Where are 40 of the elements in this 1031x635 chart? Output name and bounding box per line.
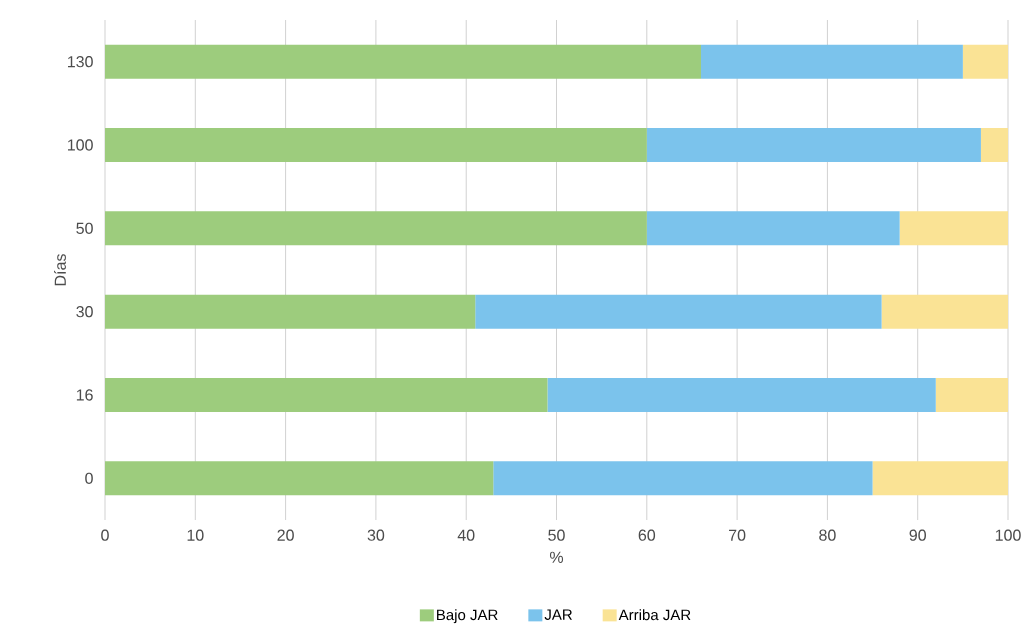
x-tick-label: 80 [819, 529, 836, 541]
bar [935, 378, 1009, 412]
y-tick-label: 30 [76, 306, 93, 318]
bar [105, 128, 647, 162]
y-tick-label: 16 [76, 389, 93, 401]
bar [646, 211, 900, 246]
legend-label: Arriba JAR [618, 609, 691, 621]
y-axis-title: Días [54, 254, 66, 286]
x-axis-title: % [549, 551, 564, 563]
bar [493, 461, 873, 496]
bar [105, 294, 476, 329]
bar [475, 294, 882, 329]
bar [962, 44, 1009, 79]
y-tick-label: 100 [68, 139, 93, 151]
x-tick-label: 40 [457, 529, 475, 541]
bar [105, 378, 548, 412]
bar [547, 378, 936, 412]
legend-label: JAR [544, 609, 572, 620]
bar [105, 461, 494, 496]
legend-label: Bajo JAR [437, 609, 498, 624]
x-tick-label: 20 [277, 529, 294, 541]
x-tick-label: 60 [638, 529, 656, 541]
x-tick-label: 0 [101, 529, 109, 541]
y-tick-label: 0 [85, 472, 93, 484]
y-tick-label: 50 [76, 222, 93, 234]
bar [980, 128, 1009, 162]
x-tick-label: 10 [187, 529, 204, 541]
x-tick-label: 90 [909, 529, 926, 541]
x-tick-label: 50 [548, 529, 565, 541]
bar [899, 211, 1009, 246]
bar [646, 128, 981, 162]
y-tick-label: 130 [68, 56, 93, 68]
bar [872, 461, 1009, 496]
x-tick-label: 30 [367, 529, 385, 541]
x-tick-label: 100 [995, 529, 1021, 541]
bar [105, 44, 701, 79]
bar [881, 294, 1009, 329]
bar [700, 44, 963, 79]
x-tick-label: 70 [729, 529, 746, 541]
bar [105, 211, 647, 246]
